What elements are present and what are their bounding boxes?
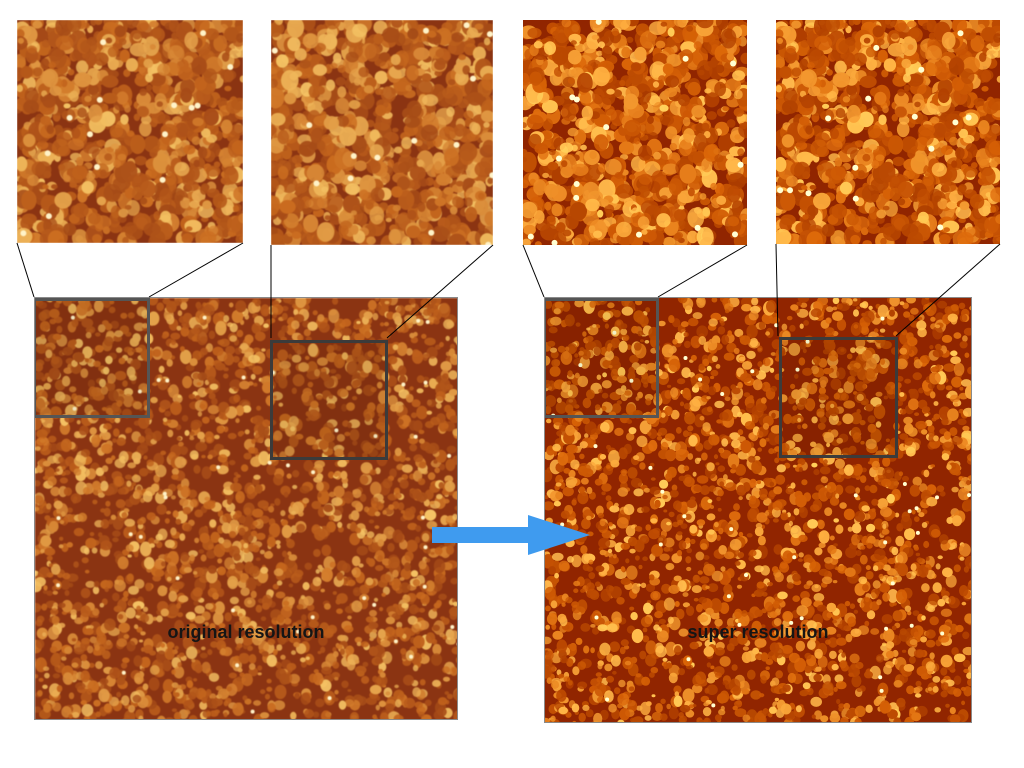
connector-line [776,244,778,336]
connector-line [658,245,747,297]
connector-line [17,243,34,297]
connector-line [896,244,1000,336]
connector-line [523,245,544,297]
connector-lines [17,243,1000,338]
connector-line [149,243,243,297]
connector-line [387,245,493,338]
arrow-right-icon [432,515,590,555]
